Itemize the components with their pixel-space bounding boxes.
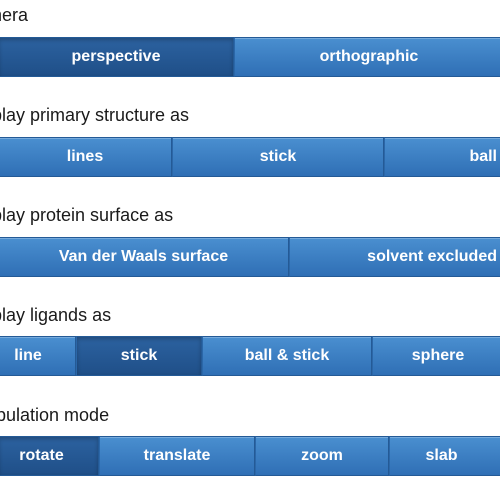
sphere-button[interactable]: sphere (372, 336, 500, 376)
perspective-button[interactable]: perspective (0, 37, 234, 77)
ball-button[interactable]: ball (384, 137, 500, 177)
manipulation-mode-label: ipulation mode (0, 405, 110, 425)
stick-button[interactable]: stick (172, 137, 384, 177)
orthographic-button[interactable]: orthographic (234, 37, 500, 77)
ligands-button-group: line stick ball & stick sphere (0, 336, 500, 376)
lines-button[interactable]: lines (0, 137, 172, 177)
primary-structure-button-group: lines stick ball (0, 137, 500, 177)
ligand-stick-button[interactable]: stick (76, 336, 202, 376)
line-button[interactable]: line (0, 336, 76, 376)
manipulation-mode-button-group: rotate translate zoom slab (0, 436, 500, 476)
zoom-button[interactable]: zoom (255, 436, 389, 476)
slab-button[interactable]: slab (389, 436, 500, 476)
solvent-excluded-button[interactable]: solvent excluded (289, 237, 500, 277)
van-der-waals-surface-button[interactable]: Van der Waals surface (0, 237, 289, 277)
protein-surface-label: play protein surface as (0, 205, 174, 225)
camera-label: nera (0, 5, 29, 25)
ligands-label: play ligands as (0, 305, 112, 325)
ball-and-stick-button[interactable]: ball & stick (202, 336, 372, 376)
translate-button[interactable]: translate (99, 436, 255, 476)
primary-structure-label: play primary structure as (0, 105, 190, 125)
rotate-button[interactable]: rotate (0, 436, 99, 476)
protein-surface-button-group: Van der Waals surface solvent excluded (0, 237, 500, 277)
camera-button-group: perspective orthographic (0, 37, 500, 77)
